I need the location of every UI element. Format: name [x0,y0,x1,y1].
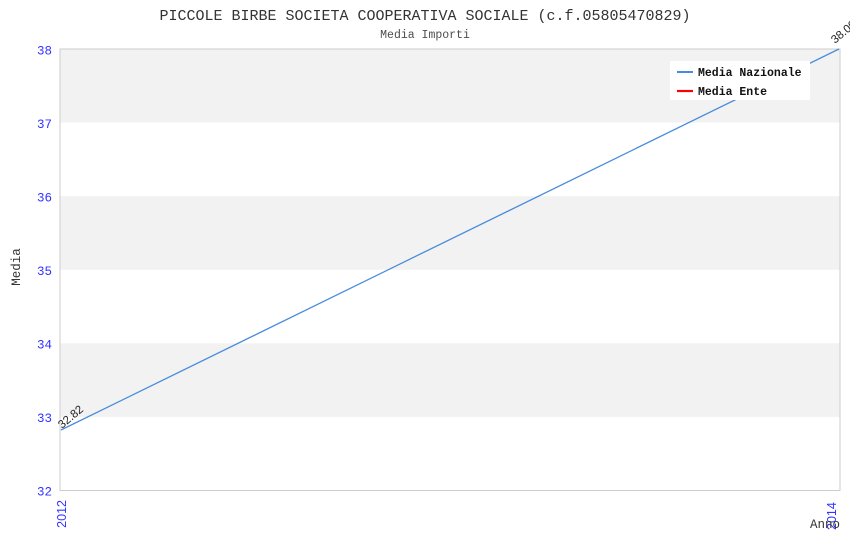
svg-text:2012: 2012 [55,500,69,528]
svg-text:32: 32 [37,486,52,500]
svg-text:35: 35 [37,265,52,279]
svg-text:Media Ente: Media Ente [698,86,767,99]
svg-text:38: 38 [37,45,52,59]
svg-text:Media Nazionale: Media Nazionale [698,67,802,80]
svg-text:34: 34 [37,339,52,353]
svg-text:Anno: Anno [810,518,840,532]
svg-text:Media: Media [10,248,24,286]
svg-text:36: 36 [37,192,52,206]
svg-text:37: 37 [37,118,52,132]
svg-text:33: 33 [37,412,52,426]
